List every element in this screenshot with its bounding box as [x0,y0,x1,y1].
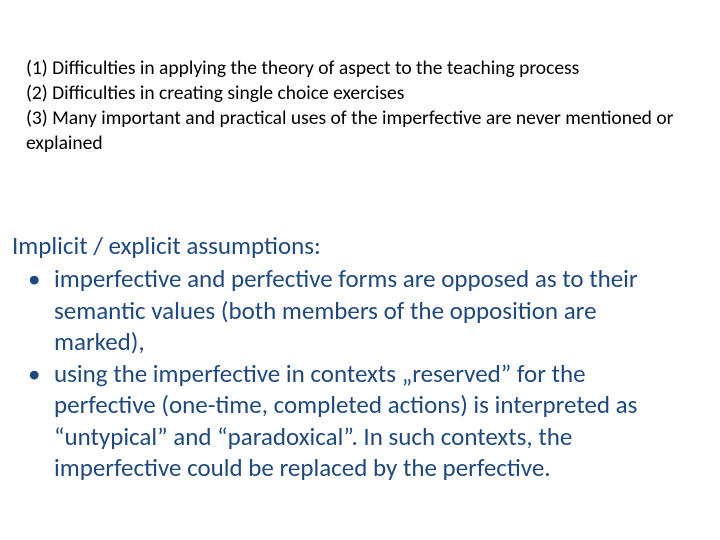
assumptions-item: imperfective and perfective forms are op… [12,263,690,358]
assumptions-block: Implicit / explicit assumptions: imperfe… [12,230,690,484]
numbered-item-1: (1) Difficulties in applying the theory … [26,56,700,81]
numbered-item-3: (3) Many important and practical uses of… [26,106,700,156]
numbered-item-2: (2) Difficulties in creating single choi… [26,81,700,106]
assumptions-title: Implicit / explicit assumptions: [12,230,690,261]
slide: (1) Difficulties in applying the theory … [0,0,720,540]
assumptions-item: using the imperfective in contexts „rese… [12,358,690,484]
numbered-list: (1) Difficulties in applying the theory … [26,56,700,156]
assumptions-list: imperfective and perfective forms are op… [12,263,690,484]
